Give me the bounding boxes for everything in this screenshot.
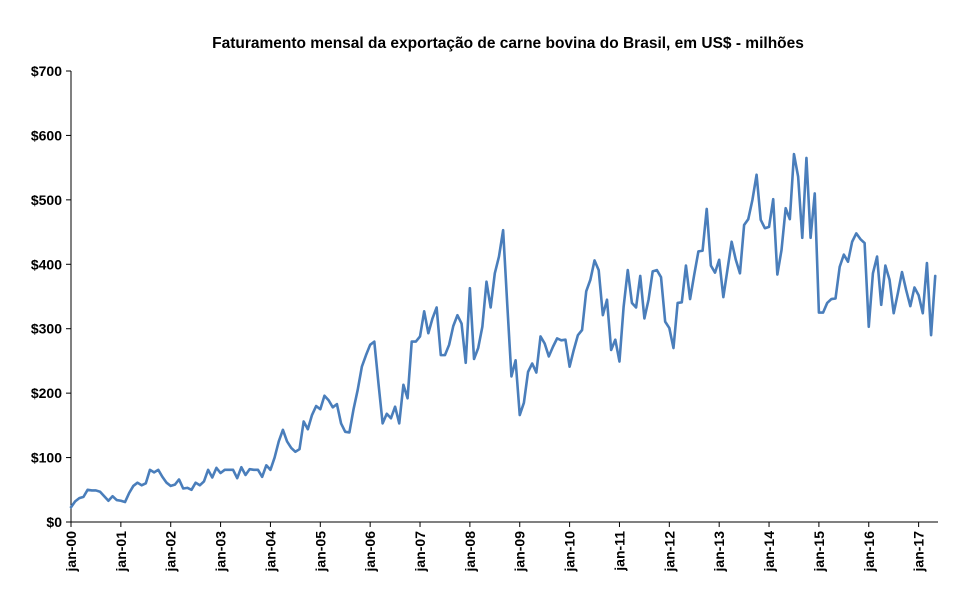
x-tick-label: jan-16 xyxy=(861,531,877,573)
x-tick-label: jan-02 xyxy=(163,531,179,573)
x-tick-label: jan-13 xyxy=(711,531,727,573)
y-tick-label: $400 xyxy=(31,256,62,272)
x-tick-label: jan-00 xyxy=(63,531,79,573)
x-tick-label: jan-12 xyxy=(661,531,677,573)
y-tick-label: $200 xyxy=(31,385,62,401)
y-tick-label: $0 xyxy=(46,514,62,530)
x-tick-label: jan-17 xyxy=(911,531,927,573)
x-tick-label: jan-11 xyxy=(611,531,627,572)
x-tick-label: jan-15 xyxy=(811,531,827,573)
x-tick-label: jan-05 xyxy=(312,531,328,573)
y-tick-label: $300 xyxy=(31,321,62,337)
series-line xyxy=(69,152,937,509)
x-tick-label: jan-09 xyxy=(512,531,528,573)
y-axis: $0 $100 $200 $300 $400 $500 $600 $700 xyxy=(31,63,72,530)
x-tick-label: jan-07 xyxy=(412,531,428,573)
y-tick-label: $100 xyxy=(31,450,62,466)
y-tick-label: $500 xyxy=(31,192,62,208)
x-tick-label: jan-10 xyxy=(562,531,578,573)
x-tick-label: jan-08 xyxy=(462,531,478,573)
x-tick-label: jan-06 xyxy=(362,531,378,573)
chart-title: Faturamento mensal da exportação de carn… xyxy=(212,35,804,52)
x-tick-label: jan-14 xyxy=(761,531,777,573)
x-tick-label: jan-03 xyxy=(213,531,229,573)
series-group xyxy=(69,152,937,509)
x-tick-label: jan-04 xyxy=(262,531,278,573)
x-axis: jan-00 jan-01 jan-02 jan-03 jan-04 jan-05 jan-… xyxy=(63,521,938,573)
y-tick-label: $700 xyxy=(31,63,62,79)
y-tick-label: $600 xyxy=(31,127,62,143)
x-tick-label: jan-01 xyxy=(113,531,129,573)
